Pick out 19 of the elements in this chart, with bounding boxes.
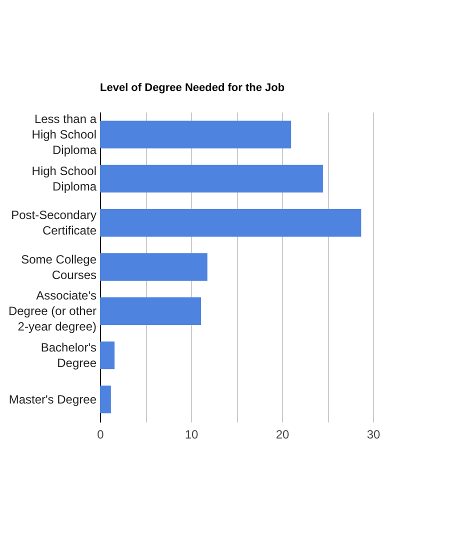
bar [100, 164, 323, 193]
bar [100, 120, 292, 148]
y-tick-label: Master's Degree [8, 392, 97, 406]
y-tick-label: Associate's Degree (or other 2-year degree) [8, 288, 96, 334]
y-tick-label: High School Diploma [32, 164, 97, 194]
bar [100, 386, 111, 414]
bar [100, 297, 202, 325]
y-tick-label: Post-Secondary Certificate [11, 208, 97, 238]
y-tick-label: Some College Courses [21, 252, 97, 282]
x-tick-label: 30 [366, 428, 380, 442]
y-tick-label: Bachelor's Degree [40, 340, 97, 370]
y-tick-label: Less than a High School Diploma [32, 112, 97, 158]
x-tick-label: 20 [276, 428, 290, 442]
x-tick-label: 0 [97, 428, 104, 442]
bar [100, 209, 362, 237]
x-tick-label: 10 [184, 428, 198, 442]
bar [100, 253, 208, 281]
bar [100, 341, 115, 370]
chart-title: Level of Degree Needed for the Job [100, 82, 285, 94]
